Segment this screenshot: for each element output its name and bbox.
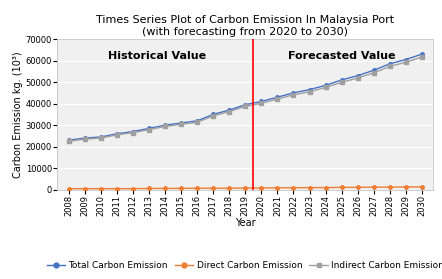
Direct Carbon Emission: [98, 187, 103, 190]
Y-axis label: Carbon Emission kg. (10³): Carbon Emission kg. (10³): [13, 51, 23, 178]
Direct Carbon Emission: [419, 185, 425, 189]
Indirect Carbon Emission: [82, 138, 88, 141]
Indirect Carbon Emission: [291, 93, 296, 97]
Total Carbon Emission: [275, 95, 280, 99]
Total Carbon Emission: [130, 130, 136, 133]
Total Carbon Emission: [355, 74, 360, 77]
X-axis label: Year: Year: [235, 218, 255, 228]
Indirect Carbon Emission: [130, 131, 136, 134]
Indirect Carbon Emission: [339, 81, 344, 84]
Direct Carbon Emission: [114, 187, 119, 190]
Total Carbon Emission: [419, 52, 425, 56]
Total Carbon Emission: [243, 103, 248, 106]
Indirect Carbon Emission: [387, 65, 392, 68]
Legend: Total Carbon Emission, Direct Carbon Emission, Indirect Carbon Emission: Total Carbon Emission, Direct Carbon Emi…: [43, 258, 442, 274]
Direct Carbon Emission: [66, 187, 71, 190]
Total Carbon Emission: [194, 119, 200, 122]
Indirect Carbon Emission: [179, 122, 184, 126]
Total Carbon Emission: [259, 100, 264, 103]
Direct Carbon Emission: [194, 187, 200, 190]
Indirect Carbon Emission: [98, 136, 103, 140]
Total Carbon Emission: [291, 91, 296, 95]
Direct Carbon Emission: [146, 187, 152, 190]
Direct Carbon Emission: [307, 186, 312, 189]
Indirect Carbon Emission: [66, 140, 71, 143]
Indirect Carbon Emission: [275, 97, 280, 101]
Text: Forecasted Value: Forecasted Value: [288, 51, 396, 61]
Direct Carbon Emission: [243, 186, 248, 190]
Line: Direct Carbon Emission: Direct Carbon Emission: [67, 185, 424, 190]
Total Carbon Emission: [371, 69, 377, 72]
Total Carbon Emission: [98, 135, 103, 139]
Total Carbon Emission: [227, 109, 232, 112]
Total Carbon Emission: [339, 78, 344, 82]
Text: Historical Value: Historical Value: [108, 51, 206, 61]
Indirect Carbon Emission: [403, 61, 408, 64]
Direct Carbon Emission: [227, 187, 232, 190]
Total Carbon Emission: [323, 84, 328, 87]
Total Carbon Emission: [82, 136, 88, 140]
Direct Carbon Emission: [291, 186, 296, 189]
Total Carbon Emission: [114, 132, 119, 135]
Direct Carbon Emission: [371, 186, 377, 189]
Direct Carbon Emission: [82, 187, 88, 190]
Direct Carbon Emission: [387, 186, 392, 189]
Direct Carbon Emission: [339, 186, 344, 189]
Direct Carbon Emission: [403, 185, 408, 189]
Total Carbon Emission: [179, 121, 184, 125]
Direct Carbon Emission: [210, 187, 216, 190]
Direct Carbon Emission: [323, 186, 328, 189]
Indirect Carbon Emission: [146, 128, 152, 131]
Total Carbon Emission: [66, 139, 71, 142]
Direct Carbon Emission: [259, 186, 264, 190]
Total Carbon Emission: [307, 88, 312, 91]
Total Carbon Emission: [387, 62, 392, 66]
Indirect Carbon Emission: [323, 86, 328, 89]
Title: Times Series Plot of Carbon Emission In Malaysia Port
(with forecasting from 202: Times Series Plot of Carbon Emission In …: [96, 15, 394, 37]
Total Carbon Emission: [210, 113, 216, 116]
Indirect Carbon Emission: [162, 125, 168, 128]
Indirect Carbon Emission: [419, 55, 425, 59]
Direct Carbon Emission: [179, 187, 184, 190]
Indirect Carbon Emission: [227, 110, 232, 113]
Total Carbon Emission: [162, 124, 168, 127]
Direct Carbon Emission: [355, 186, 360, 189]
Direct Carbon Emission: [130, 187, 136, 190]
Indirect Carbon Emission: [307, 90, 312, 93]
Line: Total Carbon Emission: Total Carbon Emission: [67, 52, 424, 142]
Indirect Carbon Emission: [259, 102, 264, 105]
Indirect Carbon Emission: [114, 133, 119, 136]
Direct Carbon Emission: [162, 187, 168, 190]
Indirect Carbon Emission: [371, 71, 377, 74]
Indirect Carbon Emission: [243, 105, 248, 108]
Total Carbon Emission: [403, 58, 408, 61]
Indirect Carbon Emission: [210, 114, 216, 117]
Total Carbon Emission: [146, 127, 152, 130]
Line: Indirect Carbon Emission: Indirect Carbon Emission: [67, 55, 424, 143]
Direct Carbon Emission: [275, 186, 280, 189]
Indirect Carbon Emission: [194, 121, 200, 124]
Indirect Carbon Emission: [355, 76, 360, 80]
